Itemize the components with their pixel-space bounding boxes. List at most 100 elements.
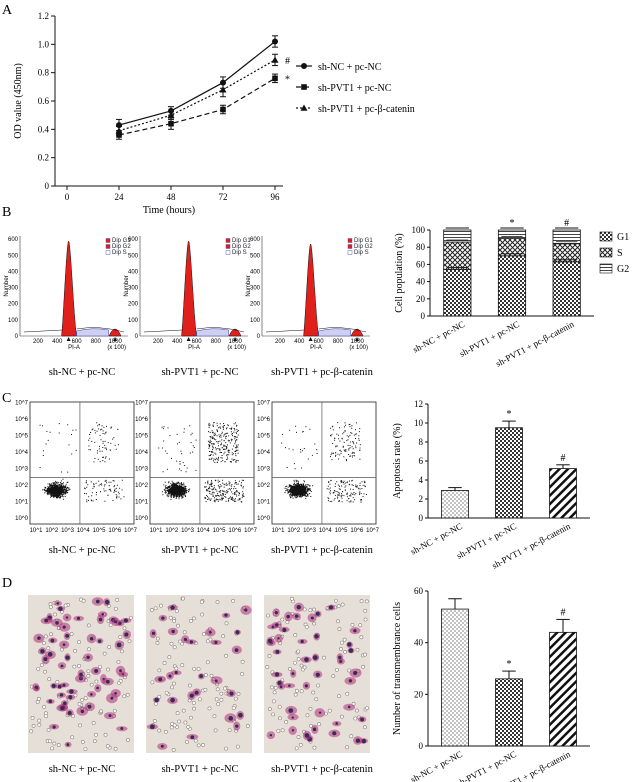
cell-nucleus	[269, 734, 273, 737]
cell-nucleus	[353, 629, 357, 633]
membrane-pore	[227, 728, 232, 732]
membrane-pore	[193, 738, 198, 743]
membrane-pore	[364, 599, 369, 604]
membrane-pore	[192, 706, 196, 711]
histogram-x-tick: 400	[172, 339, 183, 345]
data-point	[220, 106, 226, 113]
cell-nucleus	[94, 668, 99, 673]
membrane-pore	[294, 688, 299, 693]
membrane-pore	[177, 719, 181, 724]
y-axis-title: Number of transmembrance cells	[392, 602, 403, 735]
x-tick-label: 72	[219, 192, 228, 202]
membrane-pore	[86, 673, 91, 678]
cell-nucleus	[288, 684, 291, 687]
membrane-pore	[240, 659, 245, 664]
cell-nucleus	[34, 685, 38, 689]
cell-nucleus	[267, 638, 273, 644]
legend-label: sh-PVT1 + pc-NC	[318, 83, 392, 94]
cell-nucleus	[214, 679, 218, 683]
cell-nucleus	[60, 664, 64, 668]
membrane-pore	[359, 599, 364, 604]
scatter-x-tick: 10^3	[181, 528, 194, 534]
membrane-pore	[48, 605, 53, 609]
scatter-y-tick: 10^6	[135, 417, 148, 423]
histogram-y-label: Number	[246, 275, 252, 296]
histogram-x-tick: 600	[314, 339, 325, 345]
membrane-pore	[31, 724, 36, 728]
membrane-pore	[186, 725, 191, 729]
cell-nucleus	[310, 616, 314, 620]
membrane-pore	[122, 694, 127, 699]
scatter-y-tick: 10^1	[135, 500, 148, 506]
caption-b-2: sh-PVT1 + pc-NC	[161, 367, 238, 378]
scatter-x-tick: 10^5	[335, 528, 348, 534]
membrane-pore	[92, 739, 97, 744]
membrane-pore	[180, 663, 185, 668]
membrane-pore	[240, 672, 244, 676]
histogram-y-tick: 100	[8, 318, 19, 324]
cell-nucleus	[199, 674, 204, 679]
cell-nucleus	[275, 649, 280, 654]
membrane-pore	[129, 615, 133, 620]
histogram-legend-swatch	[105, 238, 111, 243]
histogram-legend-swatch	[347, 238, 353, 243]
membrane-pore	[298, 742, 303, 747]
y-tick-label: 0	[421, 311, 426, 321]
histogram-y-tick: 600	[128, 237, 139, 243]
membrane-pore	[342, 637, 347, 642]
cell-nucleus	[108, 714, 112, 718]
cell-nucleus	[65, 655, 70, 660]
membrane-pore	[153, 701, 158, 706]
scatter-x-tick: 10^2	[287, 528, 300, 534]
cell-nucleus	[47, 652, 53, 657]
membrane-pore	[299, 663, 304, 668]
cell-nucleus	[168, 674, 172, 678]
membrane-pore	[296, 735, 301, 739]
x-tick-label: 48	[167, 192, 177, 202]
histogram-y-tick: 200	[8, 302, 19, 308]
membrane-pore	[89, 682, 94, 687]
membrane-pore	[191, 701, 196, 705]
membrane-pore	[203, 687, 208, 692]
membrane-pore	[245, 724, 250, 728]
membrane-pore	[94, 732, 98, 737]
membrane-pore	[178, 639, 183, 644]
histogram-y-label: Number	[4, 275, 10, 296]
data-point	[300, 104, 308, 111]
scatter-y-tick: 10^2	[135, 483, 148, 489]
cell-nucleus	[151, 631, 156, 635]
cell-nucleus	[235, 630, 240, 635]
membrane-pore	[213, 728, 218, 733]
cell-nucleus	[194, 690, 199, 695]
membrane-pore	[42, 705, 47, 709]
histogram-y-tick: 0	[257, 334, 261, 340]
membrane-pore	[39, 663, 44, 668]
membrane-pore	[181, 708, 186, 713]
histogram-legend-label: Dip S	[112, 250, 127, 256]
significance-marker: *	[510, 218, 515, 229]
histogram-y-tick: 400	[128, 269, 139, 275]
membrane-pore	[149, 608, 154, 612]
histogram-x-tick: 800	[91, 339, 102, 345]
legend-label: S	[617, 248, 623, 259]
x-tick-label: sh-NC + pc-NC	[409, 749, 464, 782]
y-tick-label: 60	[414, 586, 424, 596]
histogram-y-tick: 500	[250, 253, 261, 259]
histogram-legend-swatch	[347, 250, 353, 255]
transwell-micrographs	[28, 595, 370, 753]
cell-nucleus	[98, 617, 103, 622]
membrane-pore	[73, 648, 78, 653]
membrane-pore	[78, 723, 82, 728]
membrane-pore	[126, 738, 130, 742]
cell-nucleus	[291, 716, 294, 719]
membrane-pore	[183, 720, 188, 725]
membrane-pore	[48, 739, 52, 744]
y-tick-label: 0	[45, 181, 50, 191]
y-axis-title: Apoptosis rate (%)	[392, 423, 403, 499]
caption-c-1: sh-NC + pc-NC	[49, 545, 116, 556]
significance-marker: #	[564, 218, 569, 229]
cell-nucleus	[224, 613, 228, 617]
cell-nucleus	[89, 636, 94, 641]
